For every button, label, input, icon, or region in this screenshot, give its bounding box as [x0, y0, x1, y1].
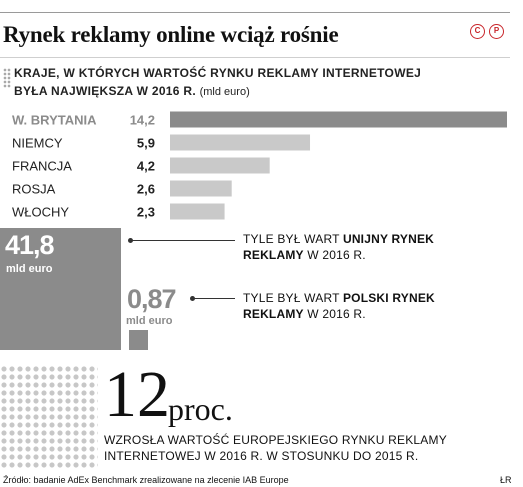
- category-label-rosja: ROSJA: [12, 182, 56, 197]
- eu-market-square: [0, 228, 121, 350]
- bar-francja: [170, 157, 270, 174]
- dots-grid-icon: [0, 365, 98, 470]
- pl-unit: mld euro: [126, 315, 173, 327]
- eu-unit: mld euro: [6, 263, 53, 275]
- eu-note-b: unijny rynek reklamy: [243, 232, 435, 262]
- value-label-niemcy: 5,9: [137, 136, 155, 151]
- dots-decoration-icon: [3, 68, 11, 88]
- pl-connector: [190, 296, 235, 301]
- eu-note-a: Tyle był wart: [243, 232, 343, 246]
- category-label-w-brytania: W. BRYTANIA: [12, 113, 97, 128]
- title-divider: [0, 57, 510, 58]
- category-label-francja: FRANCJA: [12, 159, 72, 174]
- category-label-niemcy: NIEMCY: [12, 136, 63, 151]
- eu-value: 41,8: [5, 230, 55, 260]
- top-rule: [0, 12, 510, 13]
- logo-icon: P: [489, 24, 504, 39]
- bar-chart: W. BRYTANIA 14,2 NIEMCY 5,9 FRANCJA 4,2 ROSJA 2…: [12, 111, 507, 220]
- pl-note-a: Tyle był wart: [243, 291, 343, 305]
- value-label-rosja: 2,6: [137, 182, 155, 197]
- chart-title: Rynek reklamy online wciąż rośnie: [3, 22, 339, 47]
- chart-subtitle-line1: Kraje, w których wartość rynku reklamy i…: [14, 66, 422, 80]
- pl-note-b: polski rynek reklamy: [243, 291, 435, 321]
- growth-text: Wzrosła wartość europejskiego rynku rekl…: [104, 433, 447, 463]
- value-label-w-ochy: 2,3: [137, 205, 155, 220]
- growth-unit: proc.: [168, 391, 233, 427]
- bar-w-ochy: [170, 203, 225, 220]
- subtitle-line2-text: była największa w 2016 r.: [14, 84, 196, 98]
- category-label-w-ochy: WŁOCHY: [12, 205, 69, 220]
- value-label-w-brytania: 14,2: [130, 113, 155, 128]
- value-label-francja: 4,2: [137, 159, 155, 174]
- chart-subtitle-line2: była największa w 2016 r. (mld euro): [14, 84, 250, 98]
- bar-niemcy: [170, 134, 311, 151]
- pl-note-c: w 2016 r.: [303, 307, 366, 321]
- pl-note: Tyle był wart polski rynek reklamy w 201…: [243, 290, 483, 322]
- eu-note: Tyle był wart unijny rynek reklamy w 201…: [243, 231, 483, 263]
- bar-w-brytania: [170, 111, 507, 128]
- author-initials: ŁR: [500, 475, 512, 485]
- growth-value: 12: [104, 358, 170, 431]
- eu-connector: [128, 238, 235, 243]
- source-note: Źródło: badanie AdEx Benchmark zrealizow…: [3, 475, 289, 485]
- logo-icon: C: [470, 24, 485, 39]
- eu-note-c: w 2016 r.: [303, 248, 366, 262]
- bar-rosja: [170, 180, 232, 197]
- pl-value: 0,87: [127, 284, 177, 314]
- subtitle-unit: (mld euro): [199, 86, 250, 98]
- pl-market-square: [129, 330, 148, 350]
